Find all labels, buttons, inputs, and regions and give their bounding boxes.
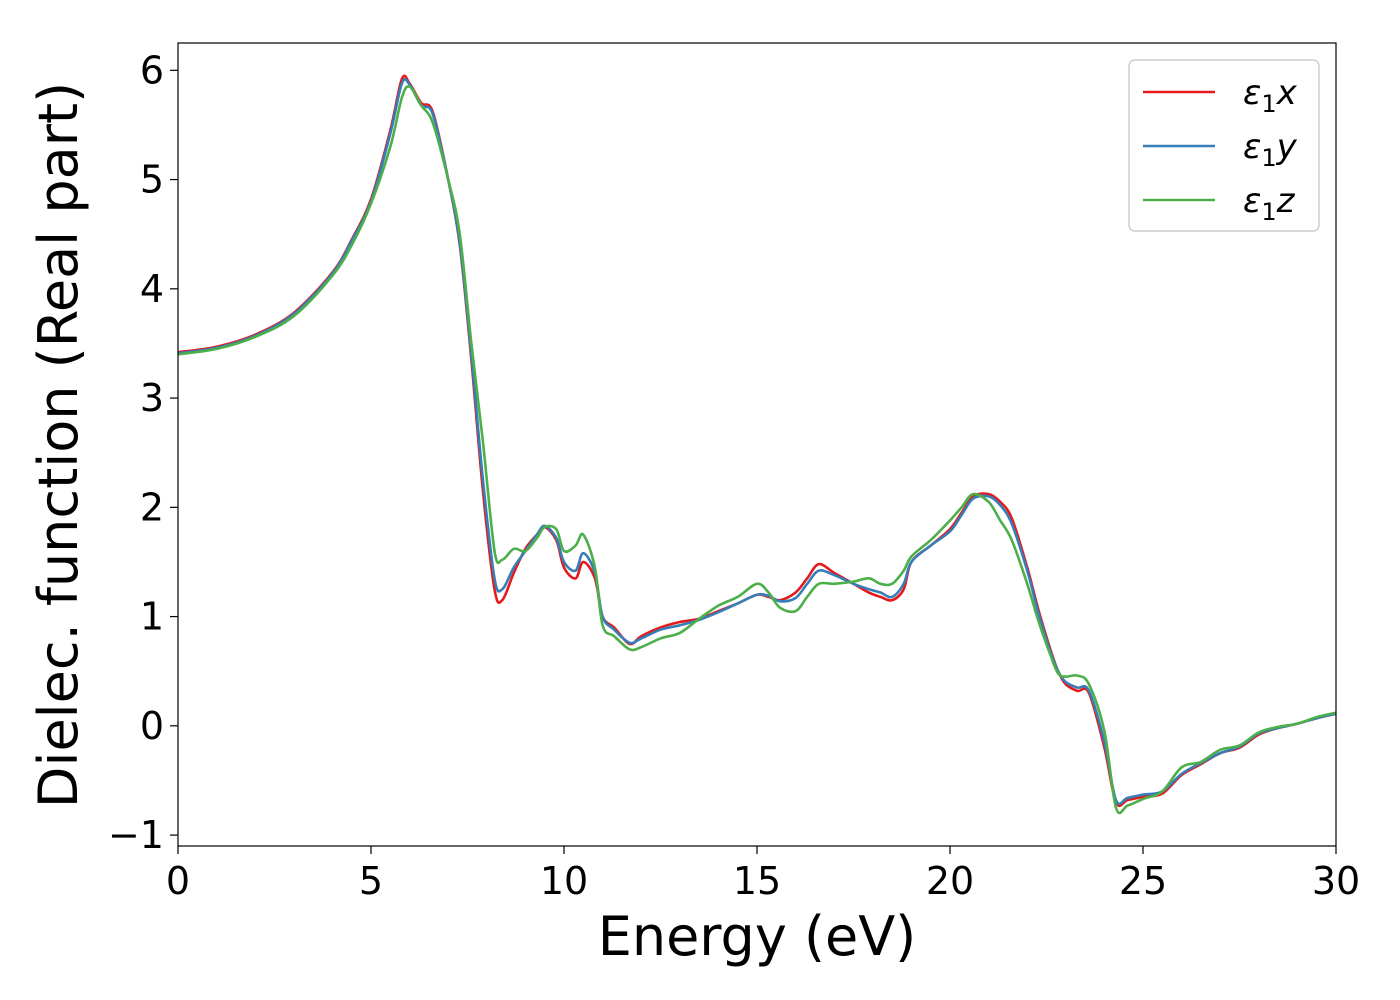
x-tick-label: 10 [540, 859, 588, 903]
y-tick-label: 3 [140, 376, 164, 420]
x-tick-label: 30 [1312, 859, 1360, 903]
series-line-3 [178, 85, 1336, 815]
x-tick-label: 20 [926, 859, 974, 903]
legend-label: ε1x [1243, 73, 1298, 118]
x-tick-label: 0 [166, 859, 190, 903]
x-tick-label: 5 [359, 859, 383, 903]
y-tick-label: 2 [140, 485, 164, 529]
x-tick-label: 15 [733, 859, 781, 903]
x-tick-label: 25 [1119, 859, 1167, 903]
y-tick-label: 4 [140, 267, 164, 311]
x-axis-title: Energy (eV) [598, 905, 917, 968]
series-layer [178, 74, 1336, 815]
legend-label: ε1y [1243, 127, 1298, 172]
y-tick-label: −1 [108, 813, 164, 857]
y-tick-label: 1 [140, 595, 164, 639]
y-tick-label: 0 [140, 704, 164, 748]
x-axis-ticks: 0 5 10 15 20 25 30 [166, 846, 1360, 903]
y-tick-label: 6 [140, 48, 164, 92]
legend-label: ε1z [1243, 181, 1296, 226]
legend: ε1x ε1y ε1z [1128, 59, 1320, 232]
legend-box [1128, 59, 1320, 232]
y-axis-title: Dielec. function (Real part) [27, 82, 90, 808]
y-axis-ticks: −1 0 1 2 3 4 5 6 [108, 48, 178, 857]
y-tick-label: 5 [140, 158, 164, 202]
